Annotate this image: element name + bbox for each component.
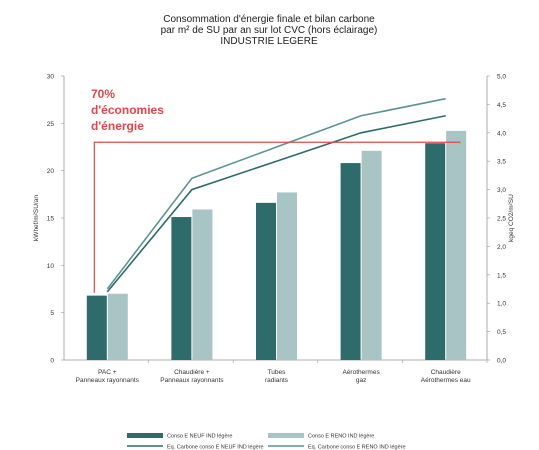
y2-tick-label: 3,5 [497,159,506,166]
bar-reno [361,150,382,360]
y2-tick-label: 3,0 [497,187,506,194]
y2-tick-label: 2,0 [497,244,506,251]
y2-tick-label: 4,5 [497,102,506,109]
chart-title-line: par m² de SU par an sur lot CVC (hors éc… [161,25,378,36]
legend-label: Eq. Carbone conso E NEUF IND légère [167,445,264,450]
x-tick-label: PAC + [98,369,117,376]
y-tick-label: 30 [47,74,55,81]
y2-axis-label: kgeq CO2/m²SU [508,194,515,242]
y2-tick-label: 4,0 [497,130,506,137]
carbon-line-reno [106,97,446,290]
x-tick-label: gaz [356,377,366,384]
y-tick-label: 0 [50,358,54,365]
x-tick-label: Panneaux rayonnants [160,377,224,384]
y2-tick-label: 5,0 [497,74,506,81]
bar-reno [277,192,297,360]
x-tick-label: Panneaux rayonnants [76,377,140,384]
bar-reno [107,293,128,360]
x-tick-label: Chaudière + [174,369,210,376]
legend-swatch [268,433,304,438]
x-tick-label: radiants [265,377,289,384]
bar-reno [192,209,213,360]
chart-title-line: INDUSTRIE LEGERE [220,36,318,47]
x-tick-label: Tubes [268,369,287,376]
carbon-line-neuf [106,114,446,293]
y-tick-label: 25 [47,121,55,128]
x-tick-label: Aérothermes [342,369,380,376]
legend-label: Conso E NEUF IND légère [167,434,232,440]
savings-annotation: 70% d'économies d'énergie [91,87,461,293]
bar-neuf [171,217,192,360]
y-tick-label: 15 [47,216,55,223]
x-tick-label: Aérothermes eau [421,377,471,384]
legend-label: Conso E RENO IND légère [308,434,374,440]
legend-label: Eq. Carbone conso E RENO IND légère [308,445,406,450]
bar-neuf [256,202,276,360]
y-axis-label: kWhef/m²SU/an [33,195,40,241]
bar-neuf [425,143,446,360]
y2-tick-label: 2,5 [497,216,506,223]
x-tick-label: Chaudière [431,369,461,376]
axes: 0 5 10 15 20 25 30 0,0 0,5 1,0 1,5 2,0 2,5 3,0 3,5 4,0 4… [33,74,515,365]
bar-neuf [340,163,361,360]
y-tick-label: 10 [47,263,55,270]
y-tick-label: 5 [50,310,54,317]
y2-tick-label: 0,5 [497,329,506,336]
savings-annotation-text: d'énergie [91,119,144,133]
chart-title: Consommation d'énergie finale et bilan c… [161,14,378,47]
y2-tick-label: 0,0 [497,358,506,365]
legend: Conso E NEUF IND légère Conso E RENO IND … [127,433,406,450]
y2-tick-label: 1,0 [497,301,506,308]
bar-reno [446,130,467,360]
savings-annotation-text: 70% [91,87,115,101]
savings-annotation-text: d'économies [91,103,164,117]
bar-neuf [86,295,107,360]
chart-title-line: Consommation d'énergie finale et bilan c… [163,14,375,25]
carbon-lines [106,97,446,293]
y-tick-label: 20 [47,168,55,175]
legend-swatch [127,433,163,438]
y2-tick-label: 1,5 [497,272,506,279]
savings-bracket [93,141,461,293]
